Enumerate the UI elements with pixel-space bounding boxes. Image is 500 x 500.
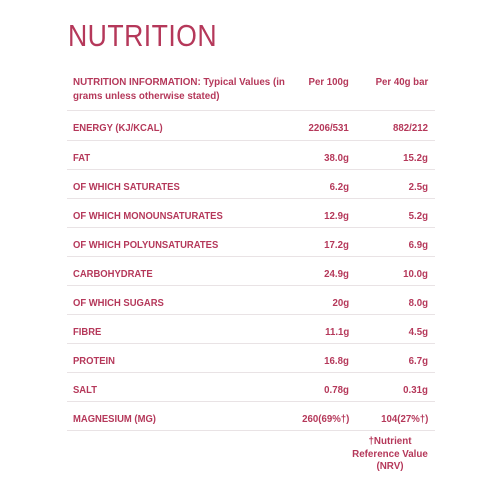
row-value-per-100g: 38.0g	[324, 152, 349, 164]
table-row-sugars: OF WHICH SUGARS 20g 8.0g	[67, 286, 435, 315]
row-value-per-100g: 11.1g	[324, 326, 349, 338]
table-row-carbohydrate: CARBOHYDRATE 24.9g 10.0g	[67, 257, 435, 286]
row-value-per-bar: 104(27%†)	[380, 413, 428, 425]
row-value-per-100g: 16.8g	[324, 355, 349, 367]
row-value-per-100g: 0.78g	[324, 384, 349, 396]
row-value-per-bar: 5.2g	[408, 210, 428, 222]
row-label: OF WHICH POLYUNSATURATES	[73, 239, 219, 251]
table-row-saturates: OF WHICH SATURATES 6.2g 2.5g	[67, 170, 435, 199]
row-value-per-bar: 15.2g	[403, 152, 428, 164]
row-label: OF WHICH SATURATES	[73, 181, 180, 193]
row-value-per-bar: 882/212	[393, 122, 428, 134]
row-value-per-100g: 2206/531	[308, 122, 349, 134]
header-label: NUTRITION INFORMATION: Typical Values (i…	[73, 77, 285, 102]
table-row-monounsaturates: OF WHICH MONOUNSATURATES 12.9g 5.2g	[67, 199, 435, 228]
row-value-per-100g: 260(69%†)	[301, 413, 349, 425]
page-title: NUTRITION	[68, 18, 218, 53]
row-value-per-100g: 20g	[332, 297, 349, 309]
row-value-per-100g: 17.2g	[324, 239, 349, 251]
row-value-per-bar: 8.0g	[408, 297, 428, 309]
row-value-per-bar: 4.5g	[408, 326, 428, 338]
table-row-fibre: FIBRE 11.1g 4.5g	[67, 315, 435, 344]
table-row-polyunsaturates: OF WHICH POLYUNSATURATES 17.2g 6.9g	[67, 228, 435, 257]
table-row-energy: ENERGY (KJ/KCAL) 2206/531 882/212	[67, 111, 435, 141]
row-label: PROTEIN	[73, 355, 116, 367]
table-row-protein: PROTEIN 16.8g 6.7g	[67, 344, 435, 373]
row-label: OF WHICH SUGARS	[73, 297, 164, 309]
table-row-fat: FAT 38.0g 15.2g	[67, 141, 435, 170]
row-value-per-100g: 24.9g	[324, 268, 349, 280]
row-value-per-bar: 0.31g	[403, 384, 428, 396]
nutrition-table: NUTRITION INFORMATION: Typical Values (i…	[67, 64, 435, 431]
row-value-per-bar: 10.0g	[403, 268, 428, 280]
row-value-per-100g: 12.9g	[324, 210, 349, 222]
row-value-per-bar: 2.5g	[408, 181, 428, 193]
table-header-row: NUTRITION INFORMATION: Typical Values (i…	[67, 64, 435, 111]
table-row-salt: SALT 0.78g 0.31g	[67, 373, 435, 402]
header-per-bar: Per 40g bar	[375, 76, 428, 88]
row-label: CARBOHYDRATE	[73, 268, 153, 280]
table-row-magnesium: MAGNESIUM (MG) 260(69%†) 104(27%†)	[67, 402, 435, 431]
nrv-footnote: †Nutrient Reference Value (NRV)	[352, 436, 428, 472]
row-value-per-bar: 6.7g	[408, 355, 428, 367]
row-label: FAT	[73, 152, 91, 164]
row-label: OF WHICH MONOUNSATURATES	[73, 210, 223, 222]
row-value-per-bar: 6.9g	[408, 239, 428, 251]
row-label: FIBRE	[73, 326, 102, 338]
row-label: ENERGY (KJ/KCAL)	[73, 122, 163, 134]
row-label: MAGNESIUM (MG)	[73, 413, 156, 425]
row-value-per-100g: 6.2g	[329, 181, 349, 193]
header-per-100g: Per 100g	[308, 76, 349, 88]
row-label: SALT	[73, 384, 97, 396]
